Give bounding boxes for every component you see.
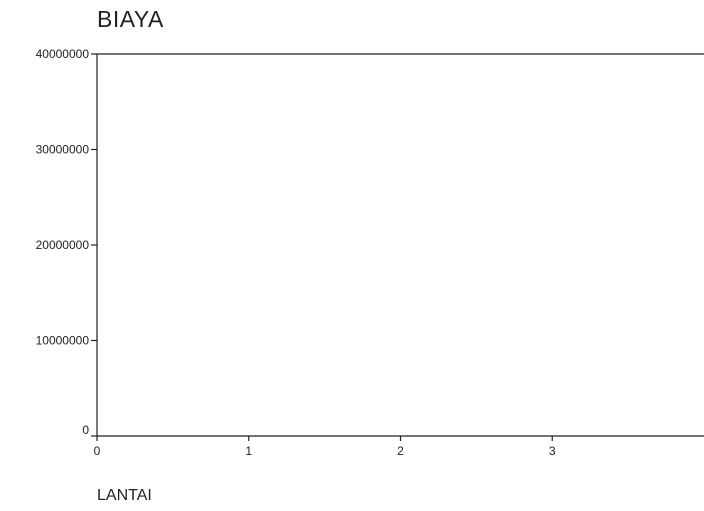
x-axis-ticks: 0 1 2 3 bbox=[94, 436, 556, 458]
y-axis-ticks: 0 10000000 20000000 30000000 40000000 bbox=[36, 47, 97, 437]
y-tick-label: 30000000 bbox=[36, 143, 90, 157]
x-axis-label: LANTAI bbox=[97, 487, 152, 504]
y-tick-label: 0 bbox=[82, 423, 89, 437]
plot-frame bbox=[96, 53, 704, 437]
x-tick-label: 2 bbox=[397, 444, 404, 458]
y-tick-label: 40000000 bbox=[36, 47, 90, 61]
y-tick-label: 10000000 bbox=[36, 334, 90, 348]
x-tick-label: 0 bbox=[94, 444, 101, 458]
x-tick-label: 1 bbox=[245, 444, 252, 458]
chart-title: BIAYA bbox=[97, 6, 164, 32]
x-tick-label: 3 bbox=[549, 444, 556, 458]
y-tick-label: 20000000 bbox=[36, 238, 90, 252]
